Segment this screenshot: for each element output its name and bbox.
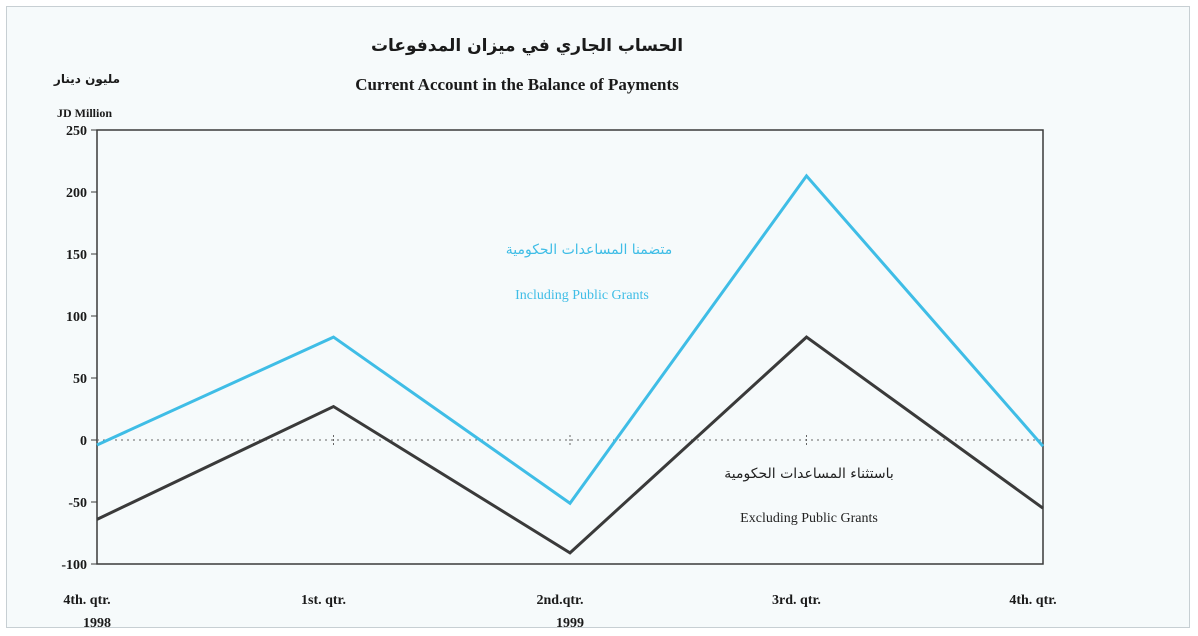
series-line-excluding [96,335,1044,555]
y-axis-label-arabic: مليون دينار [53,72,120,87]
legend-excluding: Excluding Public Grants [740,511,878,526]
year-label: 1998 [83,616,111,629]
x-axis-ticks: 4th. qtr. 1st. qtr. 2nd.qtr. 3rd. qtr. 4th. … [63,593,1056,629]
x-tick-label: 4th. qtr. [1009,593,1056,608]
y-tick-label: 200 [66,186,87,201]
category-markers [333,435,807,445]
y-axis-ticks: -100 -50 0 50 100 150 200 250 [61,124,97,573]
series-line-including [96,173,1045,506]
x-tick-label: 1st. qtr. [301,593,346,608]
chart-title-arabic: الحساب الجاري في ميزان المدفوعات [371,36,683,56]
legend-excluding-arabic: باستثناء المساعدات الحكومية [724,466,893,482]
y-axis-label: JD Million [57,106,112,120]
chart-title: Current Account in the Balance of Paymen… [355,75,679,94]
y-tick-label: -100 [61,558,87,573]
x-tick-label: 4th. qtr. [63,593,110,608]
plot-area [96,129,1044,565]
y-tick-label: 250 [66,124,87,139]
year-label: 1999 [556,616,584,629]
x-tick-label: 2nd.qtr. [537,593,584,608]
y-tick-label: 0 [80,434,87,449]
x-tick-label: 3rd. qtr. [772,593,821,608]
legend-including-arabic: متضمنا المساعدات الحكومية [506,242,673,258]
y-tick-label: 150 [66,248,87,263]
y-tick-label: 50 [73,372,87,387]
legend-including: Including Public Grants [515,288,649,303]
y-tick-label: 100 [66,310,87,325]
y-tick-label: -50 [68,496,87,511]
chart-frame: الحساب الجاري في ميزان المدفوعات Current… [6,6,1190,629]
current-account-chart: الحساب الجاري في ميزان المدفوعات Current… [53,36,1057,629]
series-lines [96,173,1045,555]
